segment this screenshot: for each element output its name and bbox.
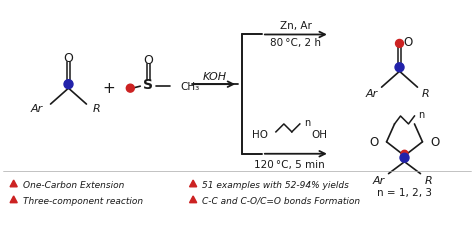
Text: S: S [143,78,153,92]
Polygon shape [10,196,17,203]
Text: Ar: Ar [30,104,43,114]
Text: Ar: Ar [372,175,384,185]
Text: Ar: Ar [365,89,378,99]
Text: CH₃: CH₃ [180,82,200,92]
Circle shape [400,154,409,163]
Circle shape [395,64,404,72]
Text: O: O [64,52,73,64]
Circle shape [401,151,408,158]
Text: KOH: KOH [203,72,227,82]
Text: R: R [421,89,429,99]
Text: HO: HO [252,129,268,139]
Text: n = 1, 2, 3: n = 1, 2, 3 [377,187,432,197]
Text: n: n [304,117,310,127]
Text: 120 °C, 5 min: 120 °C, 5 min [255,159,325,169]
Text: O: O [143,54,153,67]
Polygon shape [10,180,17,187]
Circle shape [127,85,134,93]
Text: OH: OH [312,129,328,139]
Text: R: R [424,175,432,185]
Text: 80 °C, 2 h: 80 °C, 2 h [270,38,321,48]
Polygon shape [190,180,197,187]
Text: Zn, Ar: Zn, Ar [280,20,312,30]
Text: O: O [403,36,413,49]
Circle shape [64,80,73,89]
Text: +: + [102,80,115,95]
Text: R: R [92,104,100,114]
Circle shape [395,40,403,48]
Polygon shape [190,196,197,203]
Text: Three-component reaction: Three-component reaction [23,196,143,205]
Text: C-C and C-O/C=O bonds Formation: C-C and C-O/C=O bonds Formation [202,196,360,205]
Text: O: O [430,136,440,149]
Text: n: n [419,109,425,119]
Text: O: O [369,136,379,149]
Text: 51 examples with 52-94% yields: 51 examples with 52-94% yields [202,180,349,189]
Text: One-Carbon Extension: One-Carbon Extension [23,180,124,189]
